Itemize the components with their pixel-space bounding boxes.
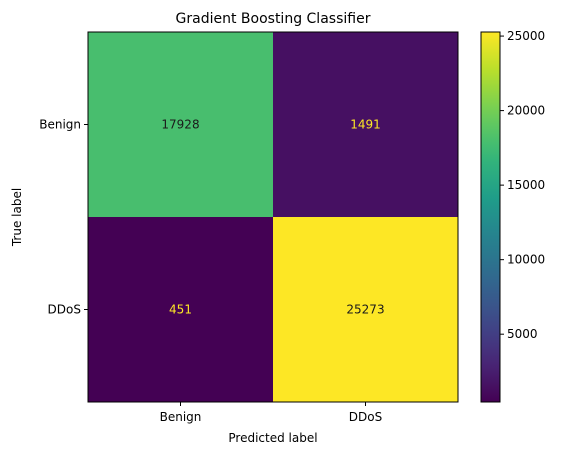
matrix-cells: 17928 1491 451 25273 <box>88 32 458 402</box>
colorbar-tick-label: 15000 <box>507 178 545 192</box>
cell-value-label: 1491 <box>350 118 381 132</box>
x-axis-ticks: Benign DDoS <box>160 402 382 424</box>
chart-title: Gradient Boosting Classifier <box>176 11 371 27</box>
matrix-cell <box>273 217 458 402</box>
y-axis-ticks: Benign DDoS <box>39 118 88 317</box>
cell-value-label: 17928 <box>161 118 199 132</box>
plot-frame <box>87 31 459 403</box>
y-tick-label: Benign <box>39 118 81 132</box>
colorbar-tick-label: 25000 <box>507 29 545 43</box>
matrix-cell <box>88 32 273 217</box>
matrix-cell <box>273 32 458 217</box>
y-tick-label: DDoS <box>48 303 81 317</box>
colorbar-ticks: 5000 10000 15000 20000 25000 <box>500 29 545 341</box>
cell-value-label: 25273 <box>346 303 384 317</box>
x-axis-label: Predicted label <box>228 431 317 445</box>
colorbar-tick-label: 5000 <box>507 327 538 341</box>
x-tick-label: DDoS <box>349 410 382 424</box>
y-axis-label: True label <box>10 188 24 247</box>
matrix-cell <box>88 217 273 402</box>
x-tick-label: Benign <box>160 410 202 424</box>
colorbar <box>480 31 501 403</box>
cell-value-label: 451 <box>169 303 192 317</box>
colorbar-tick-label: 20000 <box>507 104 545 118</box>
colorbar-tick-label: 10000 <box>507 253 545 267</box>
